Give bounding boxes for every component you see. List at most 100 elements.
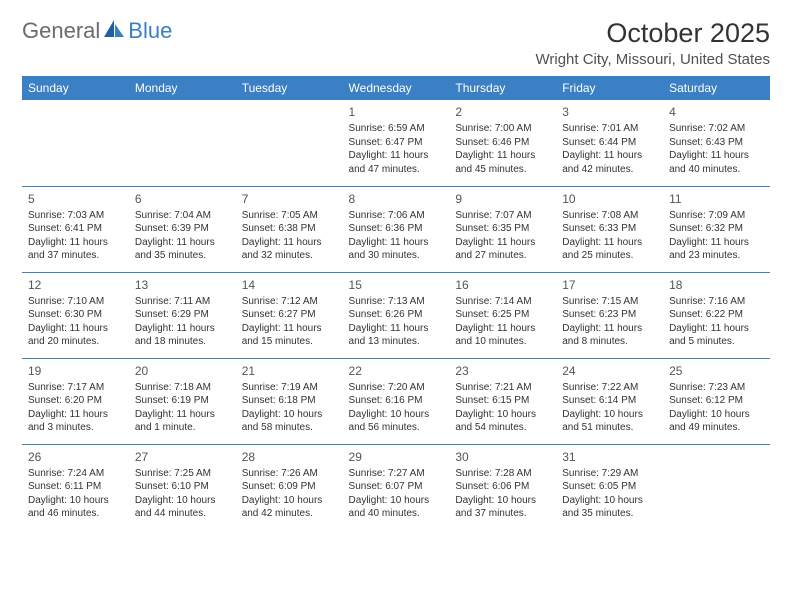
day-number: 17 [562,277,657,293]
daylight-line: Daylight: 11 hours and 10 minutes. [455,322,550,349]
sunrise-line: Sunrise: 7:04 AM [135,209,230,223]
sunset-line: Sunset: 6:25 PM [455,308,550,322]
sunrise-line: Sunrise: 7:00 AM [455,122,550,136]
sunrise-line: Sunrise: 7:07 AM [455,209,550,223]
title-block: October 2025 Wright City, Missouri, Unit… [535,18,770,68]
calendar-cell: 31 Sunrise: 7:29 AMSunset: 6:05 PMDayligh… [556,444,663,530]
day-number: 24 [562,363,657,379]
day-number: 20 [135,363,230,379]
sunset-line: Sunset: 6:10 PM [135,480,230,494]
day-number: 18 [669,277,764,293]
calendar-cell: 20Sunrise: 7:18 AMSunset: 6:19 PMDayligh… [129,358,236,444]
sunset-line: Sunset: 6:16 PM [349,394,444,408]
daylight-line: Daylight: 11 hours and 27 minutes. [455,236,550,263]
sunset-line: Sunset: 6:23 PM [562,308,657,322]
day-number: 12 [28,277,123,293]
sunset-line: Sunset: 6:26 PM [349,308,444,322]
daylight-line: Daylight: 11 hours and 8 minutes. [562,322,657,349]
day-number: 1 [349,104,444,120]
sunset-line: Sunset: 6:09 PM [242,480,337,494]
weekday-header: Wednesday [343,76,450,100]
day-number: 30 [455,449,550,465]
sunrise-line: Sunrise: 7:12 AM [242,295,337,309]
sunset-line: Sunset: 6:20 PM [28,394,123,408]
calendar-cell: 4Sunrise: 7:02 AMSunset: 6:43 PMDaylight… [663,100,770,186]
sunset-line: Sunset: 6:07 PM [349,480,444,494]
calendar-cell: 12Sunrise: 7:10 AMSunset: 6:30 PMDayligh… [22,272,129,358]
calendar-cell: 21Sunrise: 7:19 AMSunset: 6:18 PMDayligh… [236,358,343,444]
daylight-line: Daylight: 11 hours and 3 minutes. [28,408,123,435]
calendar-cell: 28Sunrise: 7:26 AMSunset: 6:09 PMDayligh… [236,444,343,530]
day-number: 7 [242,191,337,207]
sunset-line: Sunset: 6:43 PM [669,136,764,150]
sunset-line: Sunset: 6:19 PM [135,394,230,408]
daylight-line: Daylight: 10 hours and 54 minutes. [455,408,550,435]
sunrise-line: Sunrise: 7:13 AM [349,295,444,309]
sunset-line: Sunset: 6:06 PM [455,480,550,494]
logo-text-blue: Blue [128,18,172,44]
calendar-cell: 11Sunrise: 7:09 AMSunset: 6:32 PMDayligh… [663,186,770,272]
calendar-cell: 23Sunrise: 7:21 AMSunset: 6:15 PMDayligh… [449,358,556,444]
weekday-header-row: Sunday Monday Tuesday Wednesday Thursday… [22,76,770,100]
weekday-header: Saturday [663,76,770,100]
day-number: 2 [455,104,550,120]
day-number: 31 [562,449,657,465]
day-number: 9 [455,191,550,207]
sunrise-line: Sunrise: 7:08 AM [562,209,657,223]
calendar-cell [22,100,129,186]
sunrise-line: Sunrise: 7:26 AM [242,467,337,481]
daylight-line: Daylight: 11 hours and 32 minutes. [242,236,337,263]
calendar-cell: 16Sunrise: 7:14 AMSunset: 6:25 PMDayligh… [449,272,556,358]
calendar-row: 5Sunrise: 7:03 AMSunset: 6:41 PMDaylight… [22,186,770,272]
sunrise-line: Sunrise: 7:24 AM [28,467,123,481]
sunrise-line: Sunrise: 7:01 AM [562,122,657,136]
daylight-line: Daylight: 11 hours and 25 minutes. [562,236,657,263]
sunrise-line: Sunrise: 7:23 AM [669,381,764,395]
sunset-line: Sunset: 6:05 PM [562,480,657,494]
sunset-line: Sunset: 6:46 PM [455,136,550,150]
weekday-header: Sunday [22,76,129,100]
calendar-cell [236,100,343,186]
day-number: 25 [669,363,764,379]
sunset-line: Sunset: 6:41 PM [28,222,123,236]
calendar-cell: 3Sunrise: 7:01 AMSunset: 6:44 PMDaylight… [556,100,663,186]
daylight-line: Daylight: 11 hours and 45 minutes. [455,149,550,176]
calendar-cell: 17Sunrise: 7:15 AMSunset: 6:23 PMDayligh… [556,272,663,358]
sunrise-line: Sunrise: 7:29 AM [562,467,657,481]
daylight-line: Daylight: 10 hours and 40 minutes. [349,494,444,521]
daylight-line: Daylight: 11 hours and 5 minutes. [669,322,764,349]
sunset-line: Sunset: 6:44 PM [562,136,657,150]
sunrise-line: Sunrise: 7:21 AM [455,381,550,395]
month-title: October 2025 [535,18,770,49]
calendar-cell: 25Sunrise: 7:23 AMSunset: 6:12 PMDayligh… [663,358,770,444]
sunset-line: Sunset: 6:14 PM [562,394,657,408]
sunrise-line: Sunrise: 7:28 AM [455,467,550,481]
daylight-line: Daylight: 10 hours and 56 minutes. [349,408,444,435]
day-number: 15 [349,277,444,293]
daylight-line: Daylight: 11 hours and 23 minutes. [669,236,764,263]
sunrise-line: Sunrise: 7:27 AM [349,467,444,481]
day-number: 16 [455,277,550,293]
daylight-line: Daylight: 10 hours and 35 minutes. [562,494,657,521]
sunrise-line: Sunrise: 7:10 AM [28,295,123,309]
daylight-line: Daylight: 10 hours and 58 minutes. [242,408,337,435]
calendar-cell: 6Sunrise: 7:04 AMSunset: 6:39 PMDaylight… [129,186,236,272]
sunrise-line: Sunrise: 7:16 AM [669,295,764,309]
calendar-cell: 26Sunrise: 7:24 AMSunset: 6:11 PMDayligh… [22,444,129,530]
calendar-cell: 15Sunrise: 7:13 AMSunset: 6:26 PMDayligh… [343,272,450,358]
daylight-line: Daylight: 11 hours and 47 minutes. [349,149,444,176]
sunrise-line: Sunrise: 7:25 AM [135,467,230,481]
sunrise-line: Sunrise: 7:11 AM [135,295,230,309]
daylight-line: Daylight: 11 hours and 40 minutes. [669,149,764,176]
logo-text-general: General [22,18,100,44]
calendar-cell: 5Sunrise: 7:03 AMSunset: 6:41 PMDaylight… [22,186,129,272]
day-number: 28 [242,449,337,465]
day-number: 29 [349,449,444,465]
sunset-line: Sunset: 6:32 PM [669,222,764,236]
day-number: 3 [562,104,657,120]
calendar-row: 19Sunrise: 7:17 AMSunset: 6:20 PMDayligh… [22,358,770,444]
sunset-line: Sunset: 6:11 PM [28,480,123,494]
calendar-cell: 18Sunrise: 7:16 AMSunset: 6:22 PMDayligh… [663,272,770,358]
day-number: 26 [28,449,123,465]
calendar-cell: 24Sunrise: 7:22 AMSunset: 6:14 PMDayligh… [556,358,663,444]
